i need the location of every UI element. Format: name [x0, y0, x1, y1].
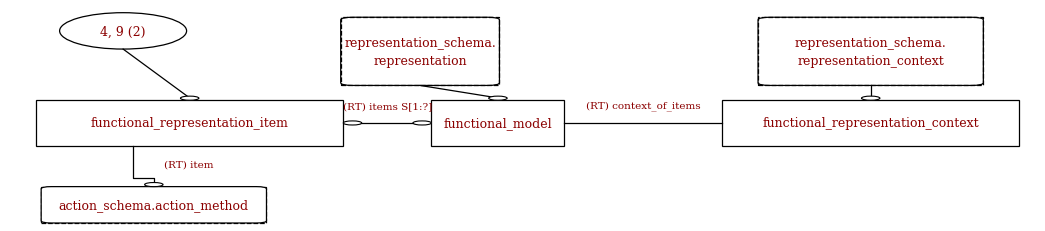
- Bar: [722, 101, 1019, 146]
- Bar: [432, 101, 564, 146]
- Circle shape: [343, 121, 362, 125]
- Text: functional_model: functional_model: [444, 117, 552, 130]
- FancyBboxPatch shape: [341, 18, 500, 86]
- Bar: [41, 187, 266, 223]
- Text: representation_schema.
representation_context: representation_schema. representation_co…: [795, 37, 947, 67]
- Text: action_schema.action_method: action_schema.action_method: [59, 198, 249, 211]
- Text: functional_representation_item: functional_representation_item: [91, 117, 288, 130]
- Ellipse shape: [60, 14, 187, 50]
- Circle shape: [489, 97, 507, 101]
- Text: (RT) items S[1:?]: (RT) items S[1:?]: [343, 102, 432, 111]
- FancyBboxPatch shape: [758, 18, 983, 86]
- Circle shape: [181, 97, 199, 101]
- Text: functional_representation_context: functional_representation_context: [763, 117, 979, 130]
- FancyBboxPatch shape: [41, 187, 266, 223]
- Text: (RT) context_of_items: (RT) context_of_items: [586, 101, 700, 111]
- Circle shape: [144, 183, 163, 187]
- Bar: [36, 101, 343, 146]
- Text: 4, 9 (2): 4, 9 (2): [100, 25, 146, 38]
- Circle shape: [861, 97, 880, 101]
- Text: representation_schema.
representation: representation_schema. representation: [344, 37, 496, 67]
- Bar: [341, 18, 500, 86]
- Text: (RT) item: (RT) item: [164, 160, 213, 169]
- Circle shape: [413, 121, 432, 125]
- Bar: [758, 18, 983, 86]
